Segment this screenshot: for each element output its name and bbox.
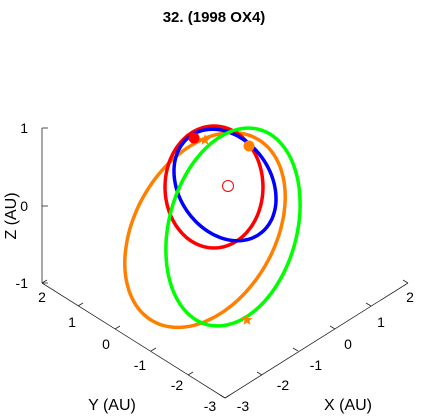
y-tick-mark: [150, 347, 157, 352]
y-tick-mark: [224, 394, 231, 399]
star-marker: [241, 314, 253, 325]
chart-title: 32. (1998 OX4): [163, 9, 266, 26]
axis-ticks: -1 0 1 2 1 0 -1 -2 -3 -3 -2 -1 0 1 2: [16, 120, 415, 414]
x-axis-label: X (AU): [324, 397, 372, 414]
x-tick-mark: [365, 302, 372, 307]
star-marker: [199, 134, 211, 145]
orbit-curves: [123, 124, 302, 330]
z-tick-label: 1: [20, 120, 28, 136]
y-tick-label: -2: [171, 377, 184, 393]
x-tick-mark: [402, 279, 409, 284]
y-tick-mark: [77, 302, 84, 307]
y-tick-label: 2: [38, 289, 46, 305]
position-marker: [188, 132, 200, 144]
y-tick-label: 1: [68, 314, 76, 330]
x-tick-label: -3: [237, 398, 250, 414]
x-tick-mark: [256, 371, 263, 376]
y-tick-label: 0: [102, 336, 110, 352]
x-tick-label: 0: [344, 336, 352, 352]
y-tick-label: -3: [204, 398, 217, 414]
position-marker: [243, 140, 255, 152]
orbit-line-4: [164, 126, 302, 328]
x-tick-label: -2: [277, 377, 290, 393]
x-tick-mark: [329, 325, 336, 330]
y-tick-mark: [41, 279, 48, 284]
x-tick-label: 1: [377, 314, 385, 330]
orbit-markers: [188, 132, 255, 325]
y-axis-label: Y (AU): [88, 397, 136, 414]
x-tick-mark: [219, 394, 226, 399]
sun-marker: [222, 180, 234, 192]
x-tick-label: -1: [310, 357, 323, 373]
x-tick-label: 2: [406, 289, 414, 305]
y-axis-line: [41, 282, 226, 399]
x-tick-mark: [292, 347, 299, 352]
z-axis-label: Z (AU): [3, 192, 20, 239]
z-tick-label: 0: [20, 198, 28, 214]
y-tick-mark: [187, 371, 194, 376]
z-tick-label: -1: [16, 275, 29, 291]
x-axis-line: [224, 282, 409, 399]
y-tick-mark: [114, 325, 121, 330]
orbit-line-1: [123, 130, 287, 330]
y-tick-label: -1: [134, 357, 147, 373]
